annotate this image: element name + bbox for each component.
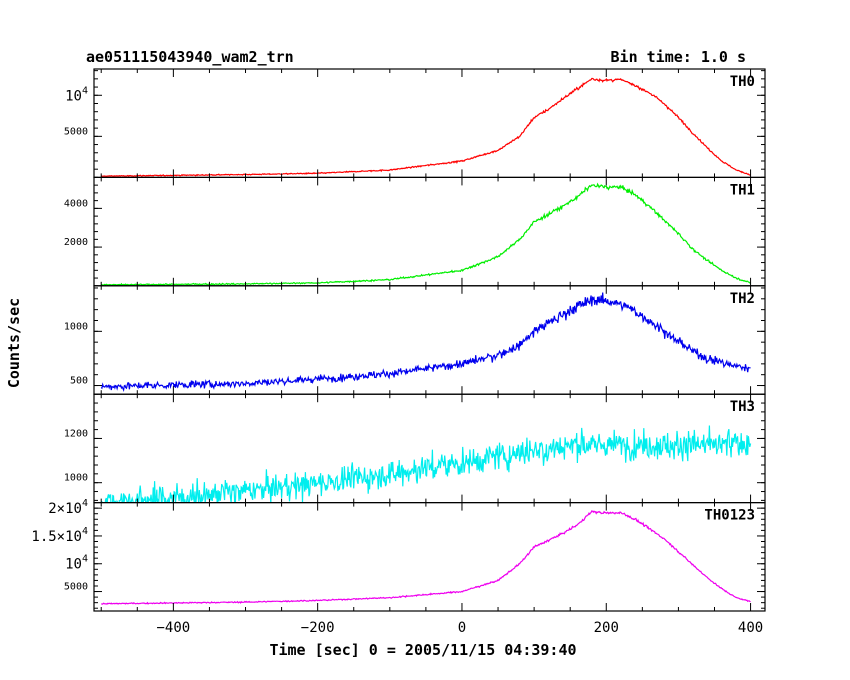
- y-tick-label: 4000: [64, 198, 88, 209]
- y-tick-label: 1000: [64, 321, 88, 332]
- series-line-th1: [101, 182, 751, 286]
- panel-frame-th1: [93, 176, 766, 287]
- x-axis-label: Time [sec] 0 = 2005/11/15 04:39:40: [269, 641, 576, 659]
- panel-label-th0123: TH0123: [704, 508, 755, 524]
- series-line-th0123: [101, 510, 751, 605]
- x-tick-label: 0: [458, 620, 466, 636]
- y-tick-label: 5000: [64, 126, 88, 137]
- panel-frame-th3: [93, 393, 766, 504]
- series-line-th2: [100, 292, 751, 392]
- panel-frame-th0123: [93, 502, 766, 612]
- panel-label-th2: TH2: [730, 291, 755, 307]
- x-tick-label: 200: [594, 620, 619, 636]
- y-tick-label: 2×104: [48, 498, 88, 517]
- series-line-th3: [101, 425, 752, 503]
- x-tick-label: 400: [738, 620, 763, 636]
- panel-frame-th2: [93, 285, 766, 395]
- x-tick-label: −200: [301, 620, 335, 636]
- panel-label-th0: TH0: [730, 74, 755, 90]
- series-line-th0: [101, 77, 751, 178]
- y-tick-label: 1.5×104: [31, 526, 88, 545]
- y-tick-label: 1200: [64, 428, 88, 439]
- bin-time-label: Bin time: 1.0 s: [611, 48, 746, 66]
- panel-label-th1: TH1: [730, 182, 755, 198]
- x-tick-label: −400: [157, 620, 191, 636]
- y-axis-label: Counts/sec: [5, 298, 23, 388]
- panel-label-th3: TH3: [730, 399, 755, 415]
- y-tick-label: 5000: [64, 582, 88, 593]
- y-tick-label: 500: [70, 376, 88, 387]
- y-tick-label: 2000: [64, 237, 88, 248]
- chart-title: ae051115043940_wam2_trn: [86, 48, 294, 66]
- y-tick-label: 1000: [64, 473, 88, 484]
- y-tick-label: 104: [65, 85, 88, 104]
- y-tick-label: 104: [65, 554, 88, 573]
- panel-frame-th0: [93, 68, 766, 179]
